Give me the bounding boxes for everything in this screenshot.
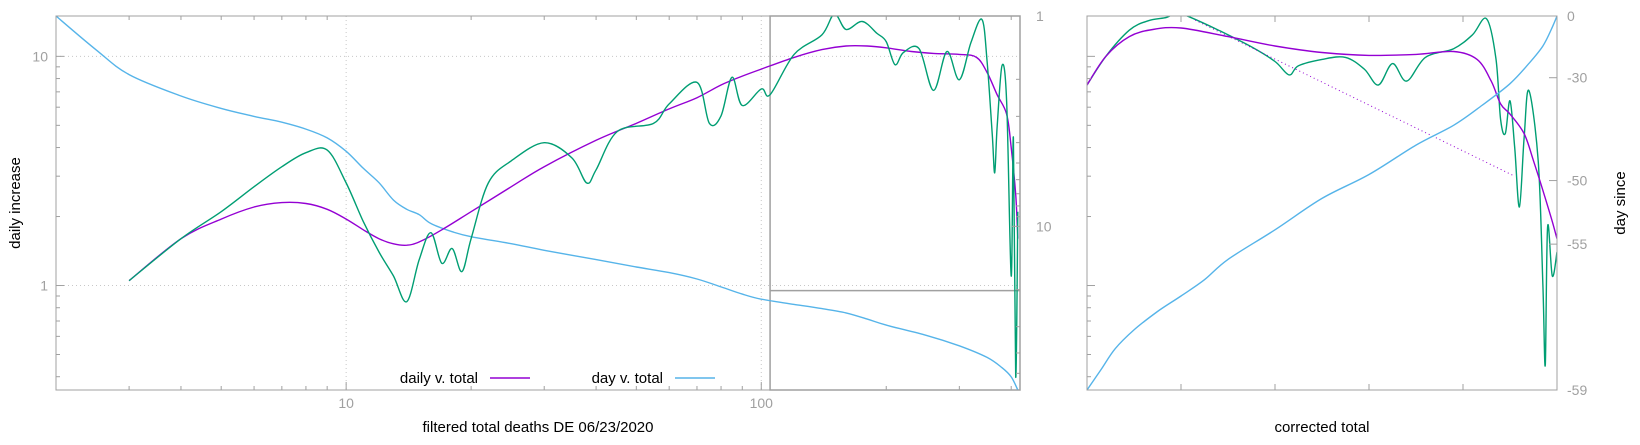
legend-label: daily v. total: [400, 370, 478, 387]
right-series-line-day: [1087, 16, 1557, 390]
right-y2-tick-label: 0: [1567, 8, 1575, 24]
x-axis-title: filtered total deaths DE 06/23/2020: [423, 419, 654, 436]
series-layer: [56, 16, 1557, 390]
right-x-axis-title: corrected total: [1274, 419, 1369, 436]
x-tick-label: 100: [750, 395, 774, 411]
right-y2-tick-label: -50: [1567, 173, 1587, 189]
right-y2-tick-label: -59: [1567, 382, 1587, 398]
right-series-group: [1087, 16, 1557, 390]
label-layer: 10 100 1 10 1 10 filtered total deaths DE 06/2…: [7, 8, 1629, 436]
frame-layer: [55, 15, 1558, 391]
right-series-line-raw: [1087, 16, 1557, 367]
right-series-line-daily: [1087, 26, 1557, 239]
series-line-daily: [128, 44, 1019, 282]
series-line-raw: [128, 16, 1019, 378]
legend-entry-daily: daily v. total: [400, 370, 530, 387]
right-plot-frame: [1086, 15, 1558, 391]
y-tick-label: 10: [32, 48, 48, 64]
y2-tick-label: 10: [1036, 218, 1052, 234]
series-line-day: [56, 16, 1019, 390]
legend-label: day v. total: [592, 370, 663, 387]
x-tick-label: 10: [338, 395, 354, 411]
grid-layer: [56, 16, 1020, 390]
decor-layer: [769, 15, 1021, 391]
right-y-axis-title: day since: [1612, 171, 1629, 234]
right-y2-tick-label: -30: [1567, 70, 1587, 86]
right-series-line-daily-fit: [1194, 19, 1515, 177]
right-y2-tick-label: -55: [1567, 236, 1587, 252]
y-axis-title: daily increase: [7, 157, 24, 249]
legend-entry-day: day v. total: [592, 370, 715, 387]
inset-box: [769, 15, 1021, 391]
left-plot-frame: [55, 15, 1021, 391]
y2-tick-label: 1: [1036, 8, 1044, 24]
left-series-group: [56, 16, 1019, 390]
y-tick-label: 1: [40, 278, 48, 294]
